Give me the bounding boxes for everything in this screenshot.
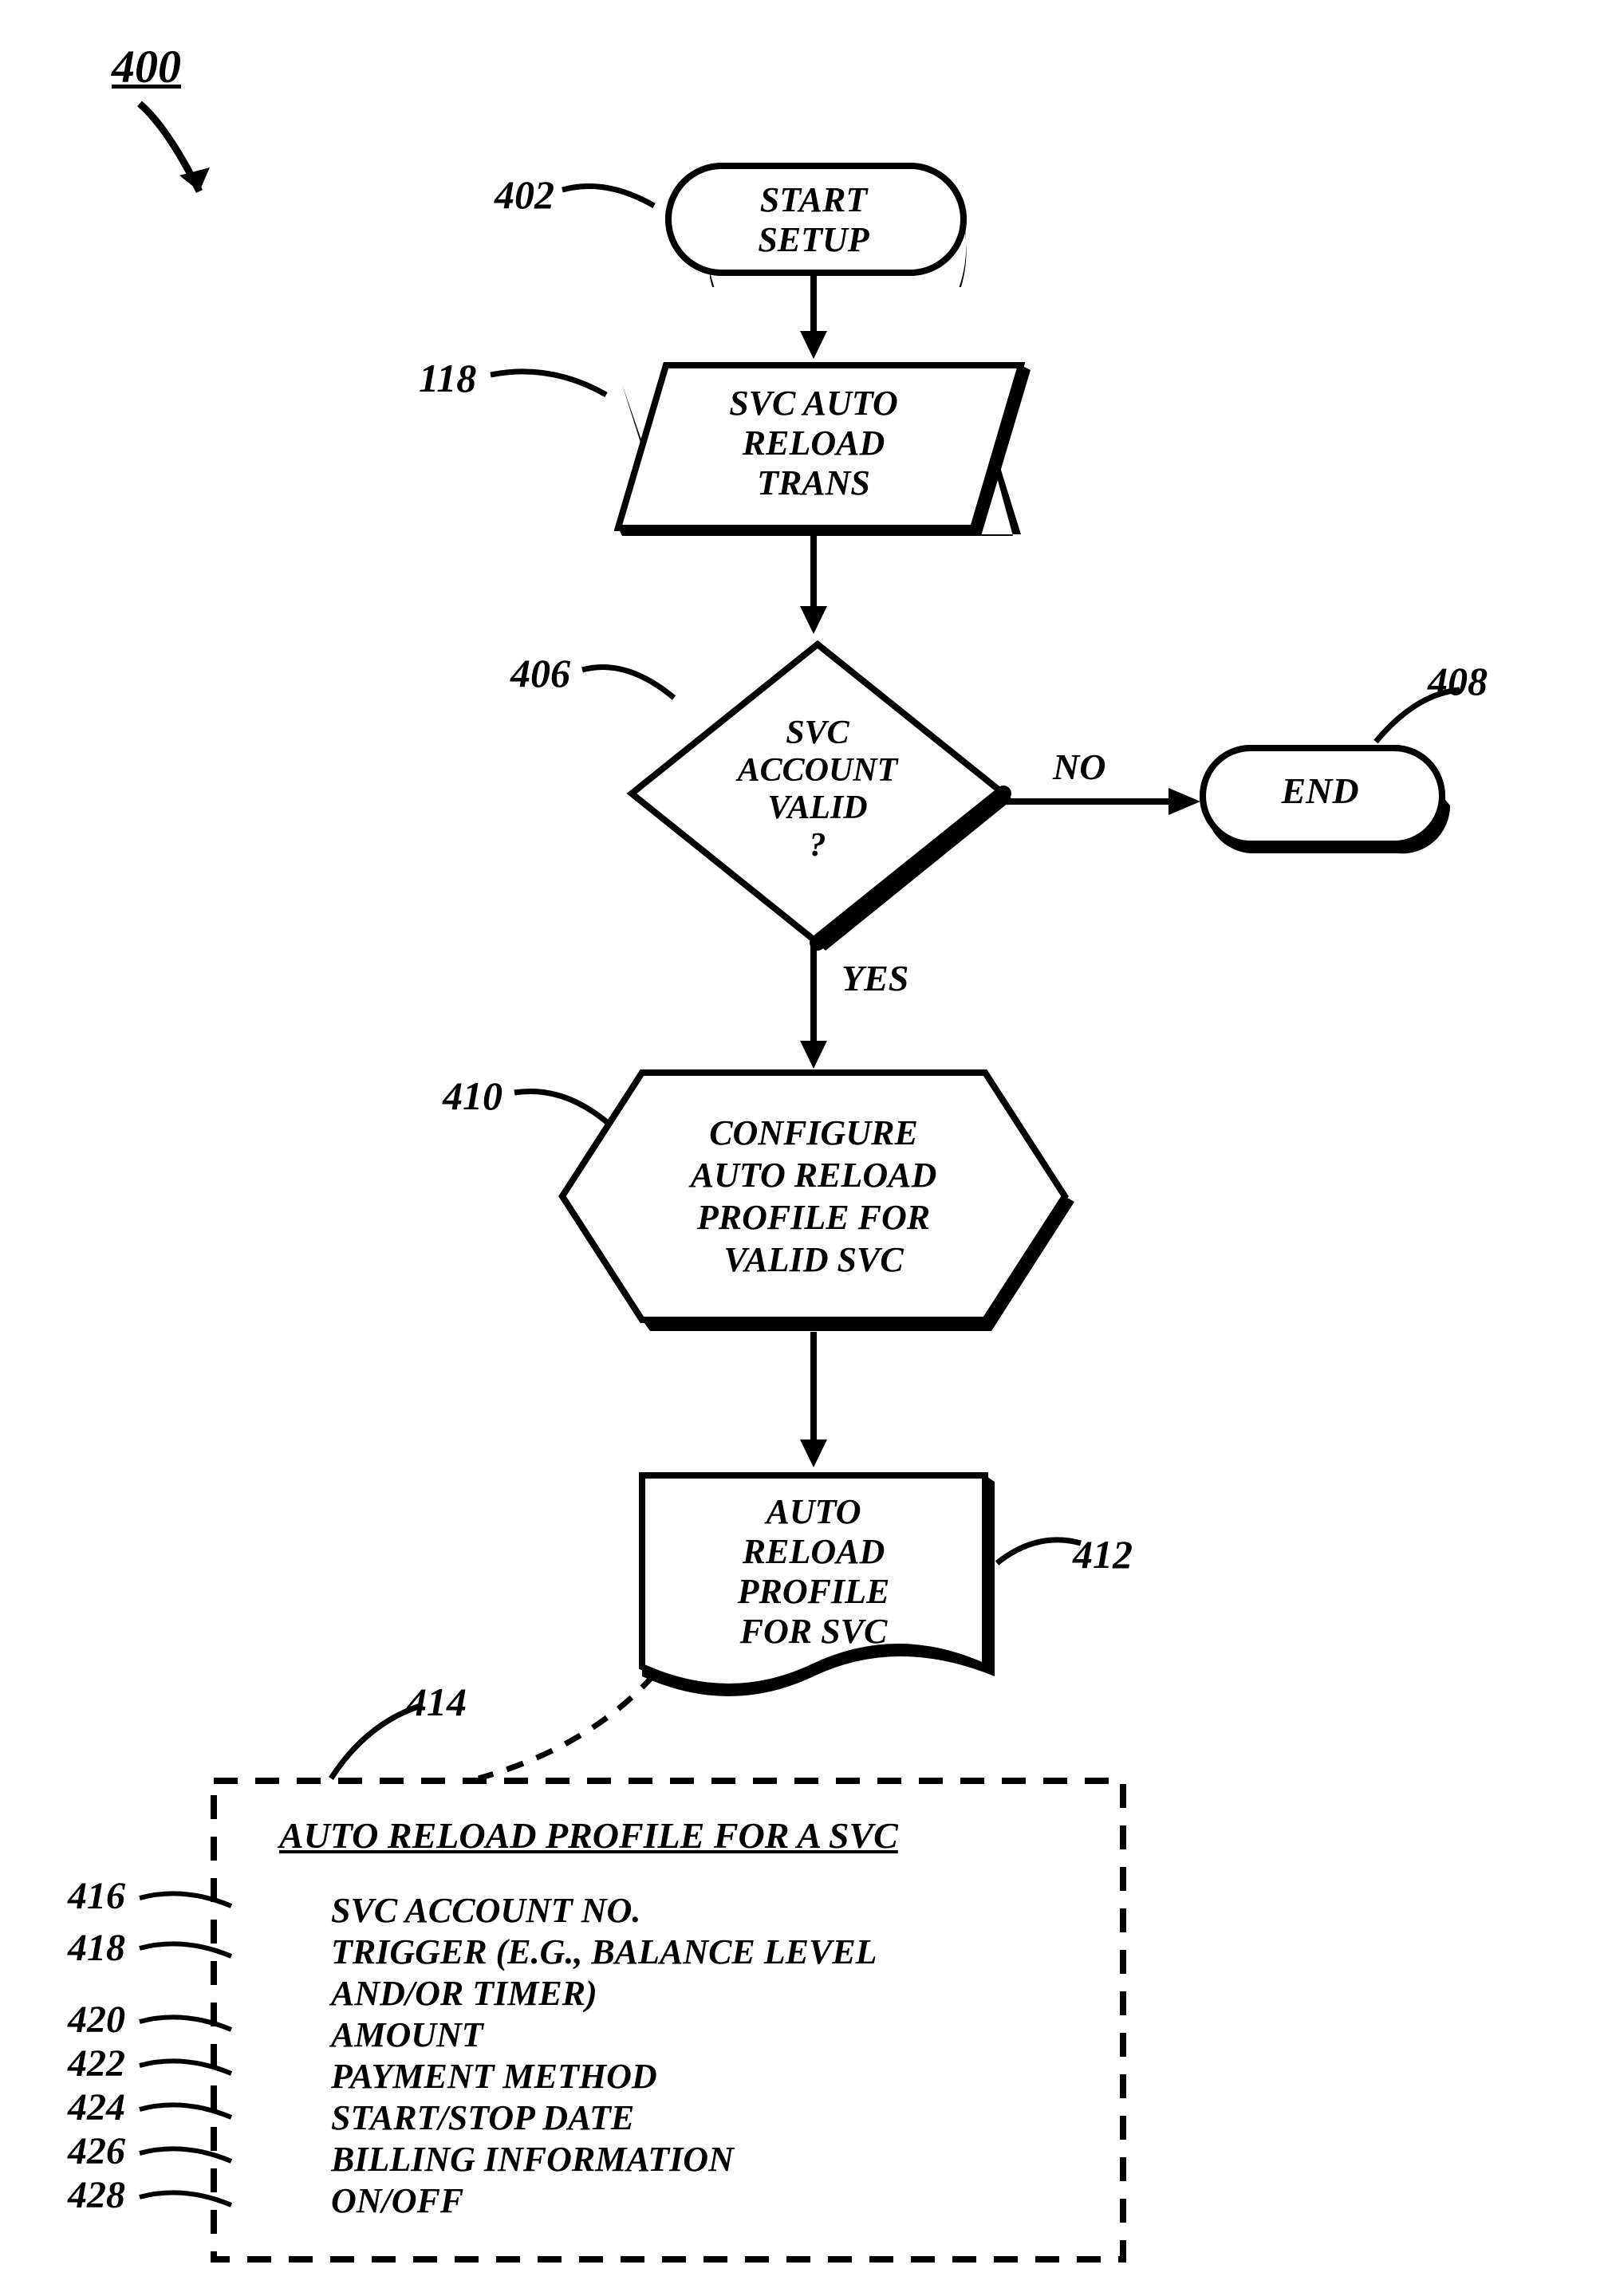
profile-t4: FOR SVC bbox=[638, 1611, 989, 1652]
detail-row-4: PAYMENT METHOD bbox=[331, 2056, 657, 2097]
leader-416 bbox=[136, 1886, 239, 1918]
detail-row-6: BILLING INFORMATION bbox=[331, 2139, 734, 2180]
config-t3: PROFILE FOR bbox=[554, 1197, 1073, 1238]
no-label: NO bbox=[1053, 746, 1105, 788]
detail-row-0: SVC ACCOUNT NO. bbox=[331, 1890, 640, 1931]
leader-426 bbox=[136, 2141, 239, 2173]
leader-422 bbox=[136, 2054, 239, 2085]
ref-422: 422 bbox=[68, 2042, 125, 2085]
detail-row-7: ON/OFF bbox=[331, 2180, 463, 2221]
profile-t1: AUTO bbox=[638, 1491, 989, 1532]
start-text1: START bbox=[662, 179, 965, 220]
figure-ref-arrow bbox=[124, 96, 235, 223]
leader-418 bbox=[136, 1936, 239, 1968]
trans-text3: TRANS bbox=[614, 463, 1013, 503]
detail-title: AUTO RELOAD PROFILE FOR A SVC bbox=[279, 1814, 898, 1857]
profile-t2: RELOAD bbox=[638, 1531, 989, 1572]
valid-t3: VALID bbox=[614, 789, 1021, 827]
profile-t3: PROFILE bbox=[638, 1571, 989, 1612]
ref-402-leader bbox=[558, 174, 662, 222]
figure-ref: 400 bbox=[112, 40, 181, 93]
dashed-connector bbox=[471, 1675, 678, 1786]
ref-428: 428 bbox=[68, 2173, 125, 2217]
valid-t2: ACCOUNT bbox=[614, 751, 1021, 790]
ref-420: 420 bbox=[68, 1998, 125, 2042]
valid-t1: SVC bbox=[614, 714, 1021, 752]
trans-text1: SVC AUTO bbox=[614, 383, 1013, 423]
end-text: END bbox=[1196, 770, 1444, 812]
config-t1: CONFIGURE bbox=[554, 1113, 1073, 1153]
arrow-trans-decision bbox=[798, 534, 830, 638]
config-t4: VALID SVC bbox=[554, 1239, 1073, 1280]
arrow-no bbox=[1005, 786, 1204, 817]
detail-row-5: START/STOP DATE bbox=[331, 2097, 634, 2138]
detail-row-2: AND/OR TIMER) bbox=[331, 1973, 597, 2014]
leader-424 bbox=[136, 2097, 239, 2129]
trans-text2: RELOAD bbox=[614, 423, 1013, 463]
arrow-yes bbox=[798, 945, 830, 1073]
arrow-config-profile bbox=[798, 1332, 830, 1471]
ref-426: 426 bbox=[68, 2129, 125, 2173]
ref-406: 406 bbox=[510, 650, 570, 696]
start-text2: SETUP bbox=[662, 219, 965, 260]
detail-row-1: TRIGGER (E.G., BALANCE LEVEL bbox=[331, 1932, 877, 1972]
ref-424: 424 bbox=[68, 2085, 125, 2129]
leader-420 bbox=[136, 2010, 239, 2042]
ref-414-leader bbox=[327, 1699, 431, 1786]
ref-410: 410 bbox=[443, 1073, 502, 1119]
ref-118: 118 bbox=[419, 355, 476, 401]
ref-416: 416 bbox=[68, 1874, 125, 1918]
detail-row-3: AMOUNT bbox=[331, 2014, 483, 2055]
ref-412-leader bbox=[993, 1527, 1089, 1575]
ref-408-leader bbox=[1372, 686, 1468, 750]
arrow-start-trans bbox=[798, 275, 830, 363]
config-t2: AUTO RELOAD bbox=[554, 1155, 1073, 1195]
valid-t4: ? bbox=[614, 826, 1021, 864]
ref-402: 402 bbox=[495, 171, 554, 218]
ref-418: 418 bbox=[68, 1926, 125, 1970]
yes-label: YES bbox=[841, 957, 908, 999]
leader-428 bbox=[136, 2185, 239, 2217]
